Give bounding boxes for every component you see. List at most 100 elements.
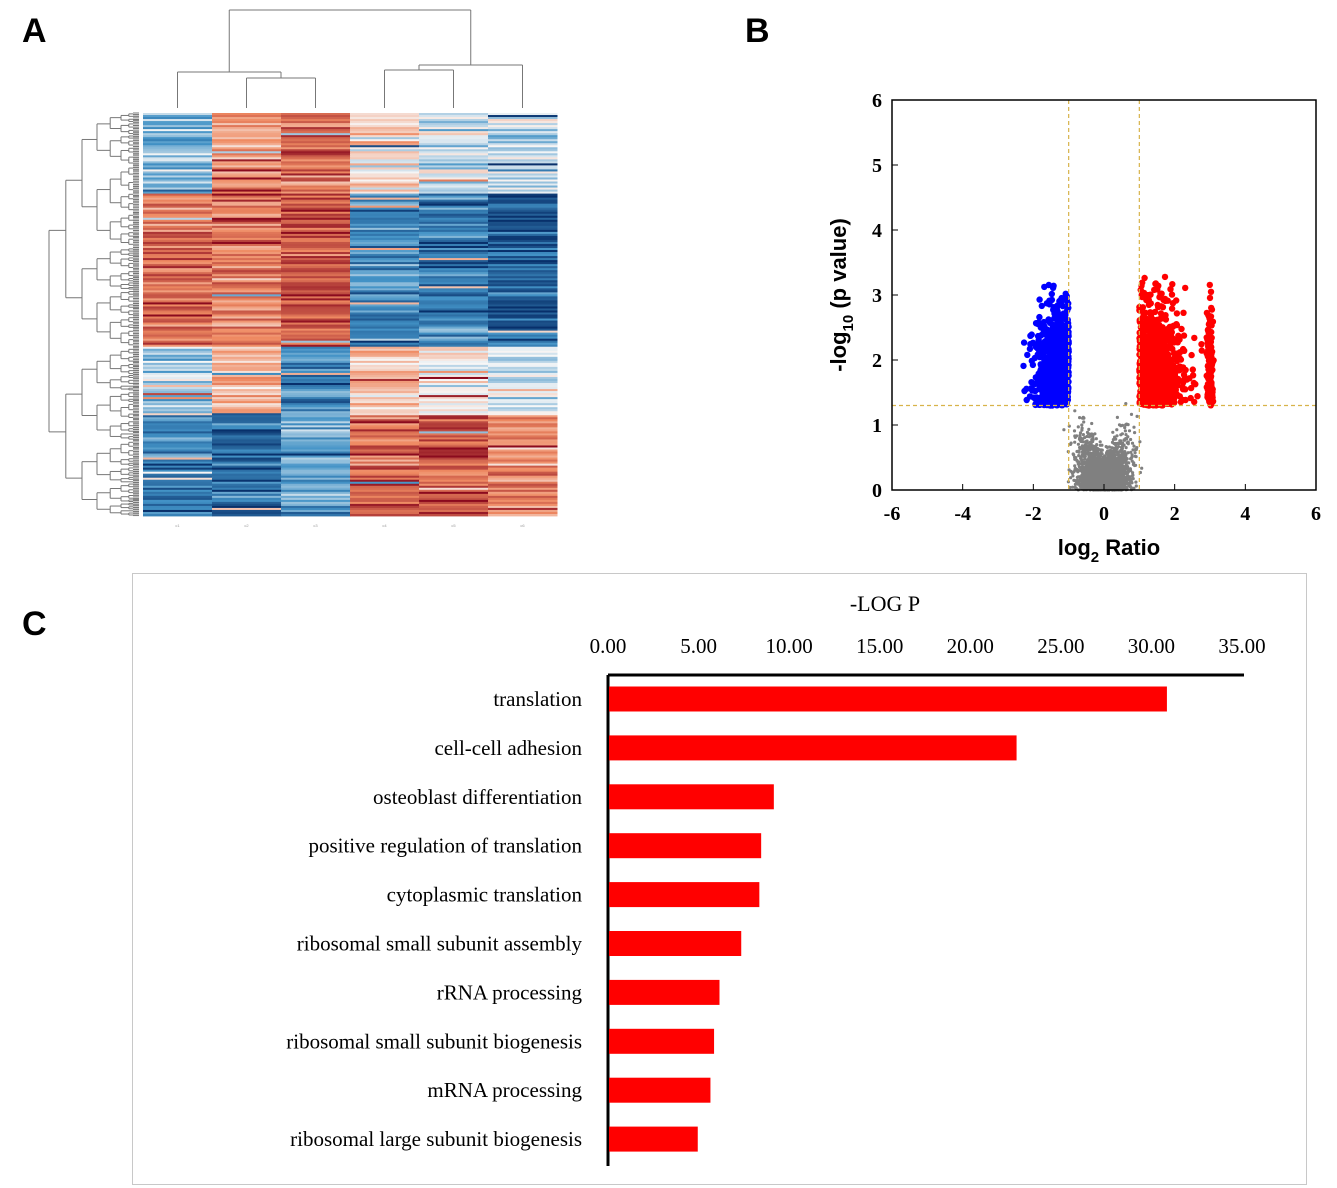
volcano-point-ns bbox=[1110, 479, 1114, 483]
heatmap-cell bbox=[419, 113, 489, 116]
heatmap-cell bbox=[281, 185, 351, 188]
heatmap-cell bbox=[143, 292, 213, 295]
volcano-point-ns bbox=[1118, 468, 1122, 472]
heatmap-cell bbox=[488, 401, 558, 404]
heatmap-cell bbox=[143, 366, 213, 370]
heatmap-cell bbox=[143, 433, 213, 436]
heatmap-cell bbox=[419, 175, 489, 178]
heatmap-cell bbox=[281, 288, 351, 291]
heatmap-cell bbox=[350, 225, 420, 229]
heatmap-cell bbox=[281, 177, 351, 180]
heatmap-cell bbox=[350, 469, 420, 473]
heatmap-cell bbox=[419, 381, 489, 384]
heatmap-cell bbox=[212, 187, 282, 190]
heatmap-cell bbox=[488, 403, 558, 406]
heatmap-cell bbox=[281, 237, 351, 241]
heatmap-cell bbox=[143, 139, 213, 142]
volcano-point-ns bbox=[1086, 458, 1090, 462]
heatmap-cell bbox=[419, 455, 489, 458]
volcano-point-ns bbox=[1080, 426, 1084, 430]
heatmap-cell bbox=[143, 447, 213, 450]
heatmap-cell bbox=[488, 356, 558, 360]
volcano-point-ns bbox=[1122, 454, 1126, 459]
heatmap-cell bbox=[419, 397, 489, 400]
heatmap-cell bbox=[419, 254, 489, 257]
heatmap-cell bbox=[488, 213, 558, 217]
heatmap-cell bbox=[212, 183, 282, 186]
volcano-point-ns bbox=[1073, 434, 1077, 438]
heatmap-cell bbox=[143, 177, 213, 180]
heatmap-cell bbox=[350, 127, 420, 130]
heatmap-cell bbox=[143, 241, 213, 245]
heatmap-cells bbox=[143, 113, 558, 517]
heatmap-cell bbox=[281, 419, 351, 422]
heatmap-cell bbox=[419, 340, 489, 344]
heatmap-cell bbox=[281, 459, 351, 462]
heatmap-cell bbox=[350, 473, 420, 477]
heatmap-cell bbox=[281, 497, 351, 501]
heatmap-cell bbox=[419, 193, 489, 197]
heatmap-cell bbox=[419, 185, 489, 188]
heatmap-cell bbox=[281, 443, 351, 446]
heatmap-cell bbox=[143, 328, 213, 332]
volcano-point-ns bbox=[1078, 431, 1083, 435]
heatmap-cell bbox=[419, 280, 489, 283]
volcano-point-down bbox=[1038, 302, 1045, 310]
volcano-point-ns bbox=[1094, 481, 1098, 485]
heatmap-cell bbox=[143, 119, 213, 122]
heatmap-cell bbox=[419, 183, 489, 186]
heatmap-cell bbox=[212, 330, 282, 334]
heatmap-cell bbox=[143, 280, 213, 283]
heatmap-cell bbox=[488, 324, 558, 327]
heatmap-cell bbox=[350, 215, 420, 219]
heatmap-cell bbox=[143, 219, 213, 223]
volcano-point-ns bbox=[1087, 486, 1091, 490]
heatmap-cell bbox=[143, 203, 213, 207]
heatmap-cell bbox=[212, 302, 282, 305]
volcano-point-ns bbox=[1102, 463, 1106, 468]
heatmap-cell bbox=[143, 399, 213, 402]
heatmap-cell bbox=[488, 221, 558, 225]
heatmap-cell bbox=[488, 302, 558, 305]
heatmap-cell bbox=[488, 280, 558, 283]
volcano-point-down bbox=[1062, 290, 1069, 297]
heatmap-cell bbox=[212, 441, 282, 444]
heatmap-cell bbox=[488, 457, 558, 460]
heatmap-cell bbox=[143, 513, 213, 517]
volcano-point-down bbox=[1055, 381, 1062, 388]
heatmap-cell bbox=[488, 469, 558, 473]
heatmap-cell bbox=[350, 243, 420, 247]
heatmap-cell bbox=[350, 354, 420, 358]
heatmap-cell bbox=[488, 487, 558, 491]
heatmap-cell bbox=[350, 195, 420, 199]
volcano-point-ns bbox=[1124, 433, 1128, 437]
heatmap-cell bbox=[212, 221, 282, 225]
heatmap-cell bbox=[281, 241, 351, 245]
heatmap-cell bbox=[350, 485, 420, 489]
heatmap-cell bbox=[350, 403, 420, 406]
heatmap-cell bbox=[143, 429, 213, 432]
heatmap-cell bbox=[143, 145, 213, 148]
volcano-point-ns bbox=[1120, 448, 1124, 452]
heatmap-cell bbox=[143, 437, 213, 440]
heatmap-cell bbox=[212, 213, 282, 217]
heatmap-cell bbox=[281, 258, 351, 261]
heatmap-cell bbox=[281, 193, 351, 197]
heatmap-cell bbox=[212, 354, 282, 358]
heatmap-cell bbox=[419, 239, 489, 243]
heatmap-cell bbox=[419, 411, 489, 414]
heatmap-cell bbox=[488, 308, 558, 311]
heatmap-cell bbox=[212, 453, 282, 456]
heatmap-cell bbox=[143, 155, 213, 158]
heatmap-col-tick: c1 bbox=[175, 523, 180, 528]
heatmap-cell bbox=[212, 296, 282, 299]
volcano-point-ns bbox=[1082, 477, 1086, 481]
volcano-point-ns bbox=[1077, 454, 1081, 458]
heatmap-cell bbox=[212, 175, 282, 178]
heatmap-cell bbox=[419, 362, 489, 366]
panel-letter-b: B bbox=[745, 12, 770, 50]
volcano-point-ns bbox=[1132, 425, 1136, 429]
heatmap-cell bbox=[488, 399, 558, 402]
heatmap-cell bbox=[143, 181, 213, 184]
heatmap-cell bbox=[350, 441, 420, 444]
